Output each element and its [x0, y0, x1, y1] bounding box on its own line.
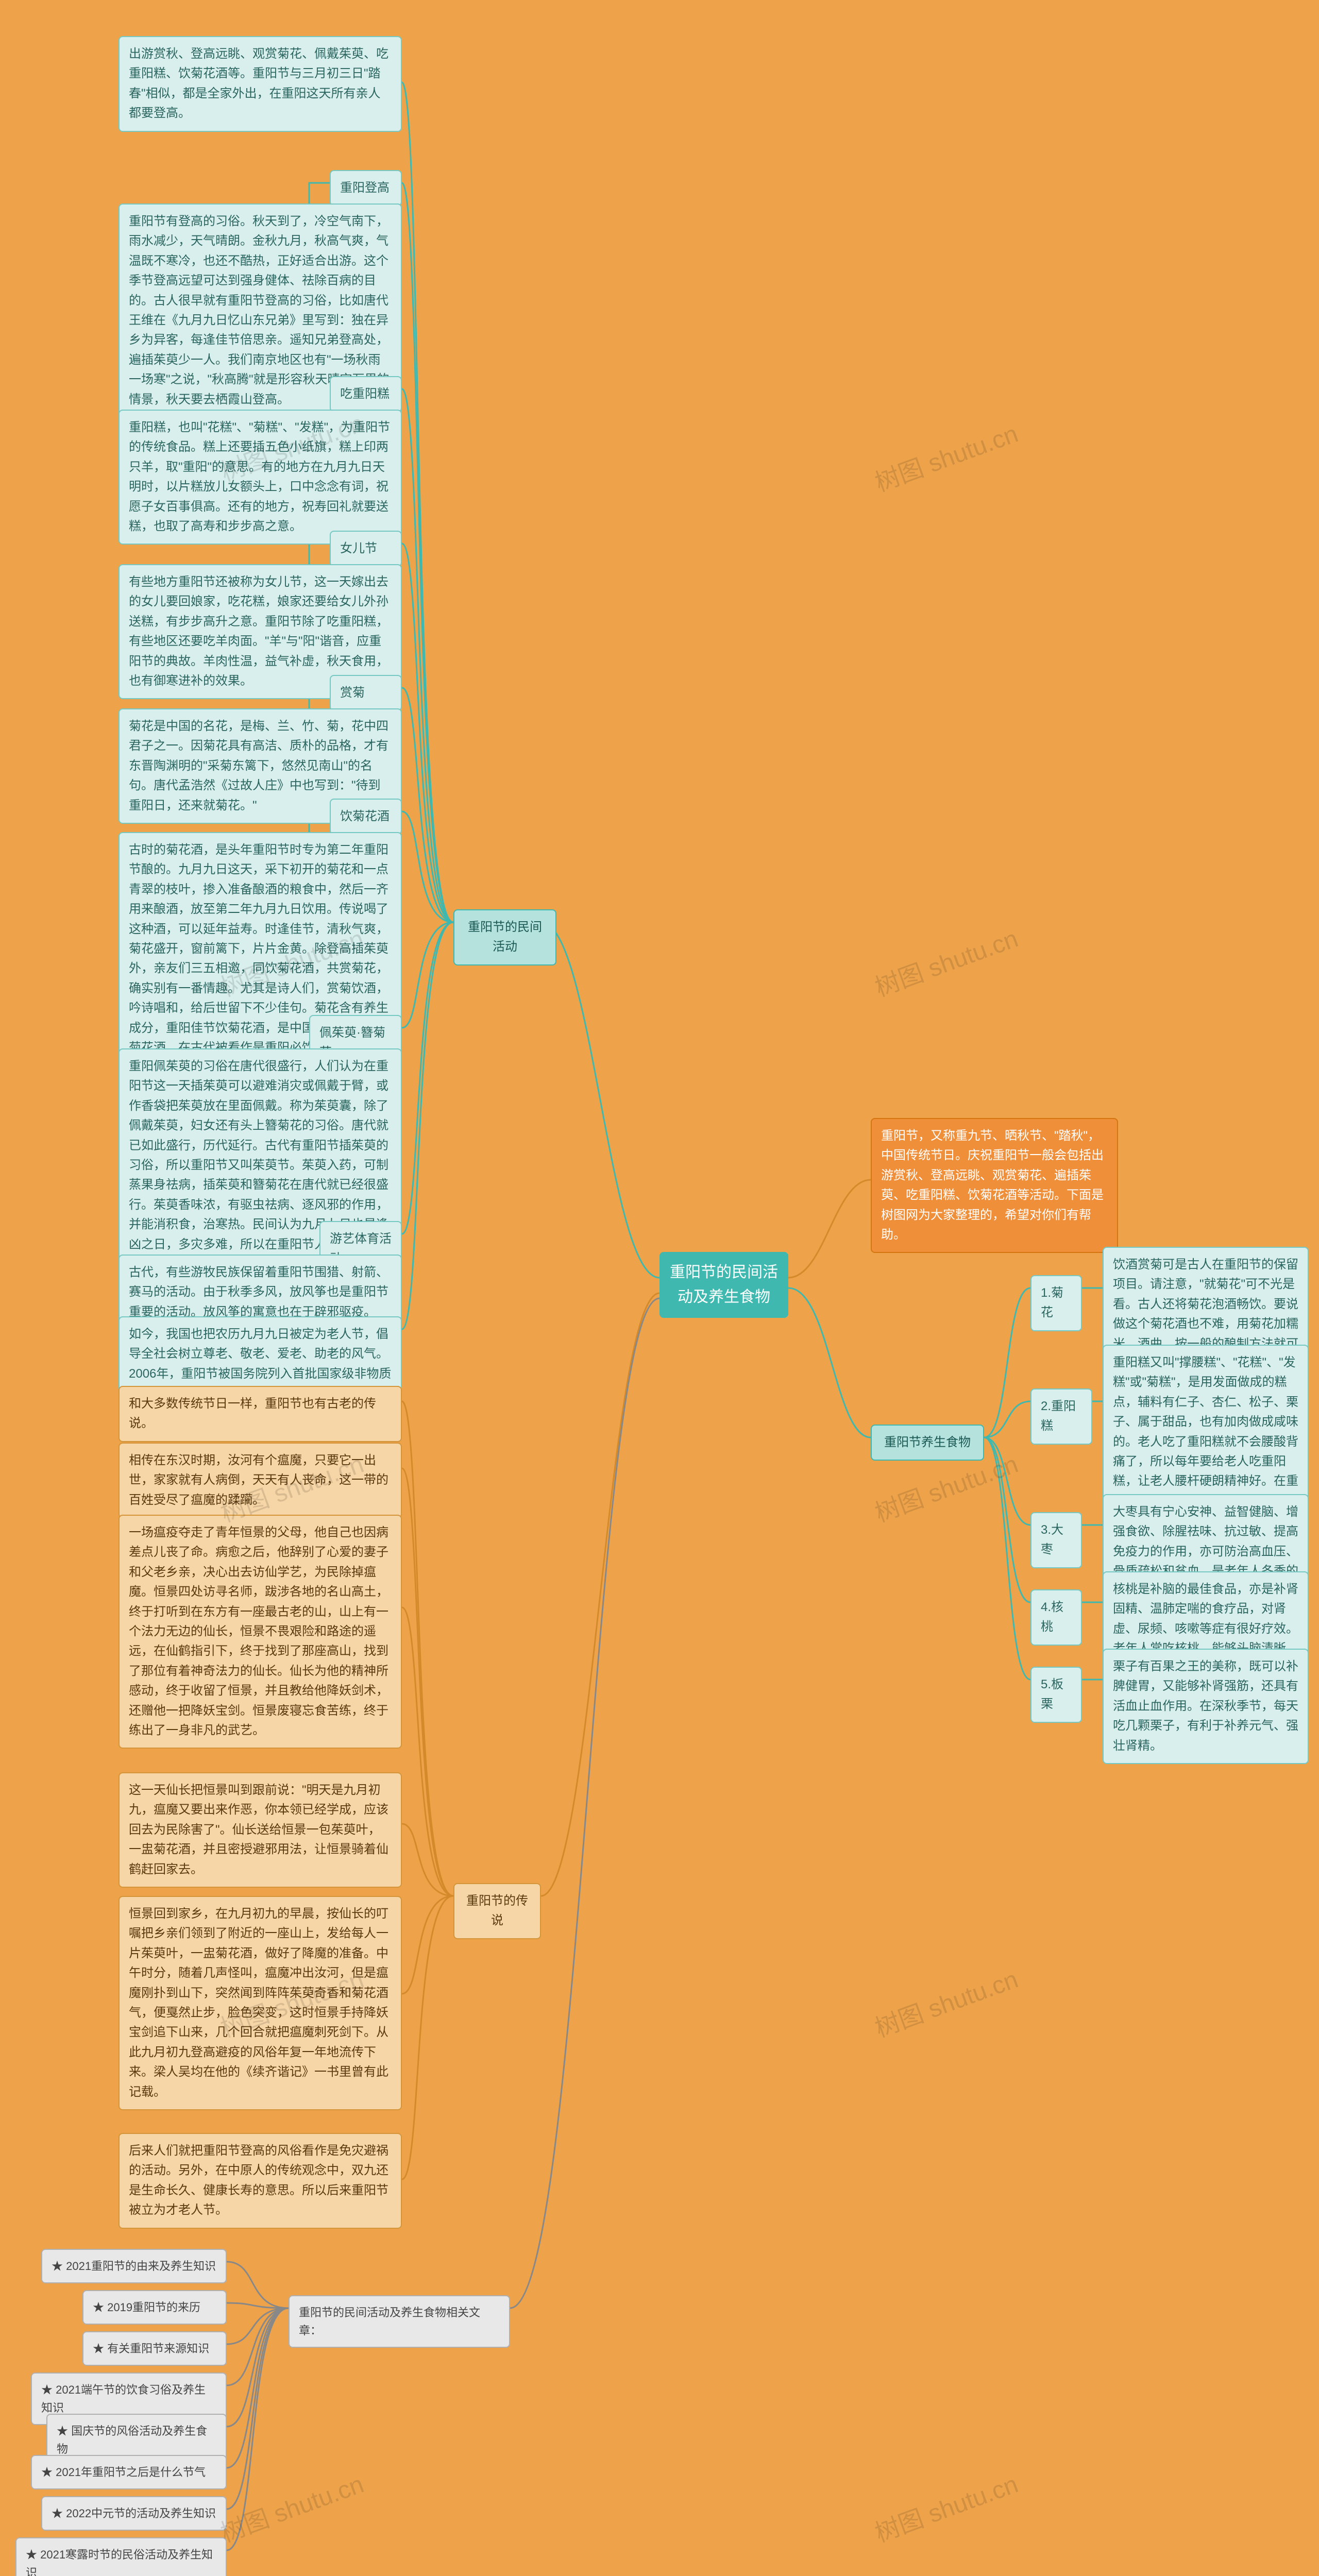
food-item-2-label[interactable]: 3.大枣 [1030, 1512, 1082, 1568]
legend-item-0[interactable]: 和大多数传统节日一样，重阳节也有古老的传说。 [119, 1386, 402, 1442]
related-item-6[interactable]: ★ 2022中元节的活动及养生知识 [41, 2496, 227, 2531]
activity-item-0-text: 出游赏秋、登高远眺、观赏菊花、佩戴茱萸、吃重阳糕、饮菊花酒等。重阳节与三月初三日… [129, 47, 388, 120]
intro-node[interactable]: 重阳节，又称重九节、晒秋节、"踏秋"，中国传统节日。庆祝重阳节一般会包括出游赏秋… [871, 1118, 1118, 1253]
activity-item-4-label[interactable]: 赏菊 [330, 675, 402, 711]
related-item-5[interactable]: ★ 2021年重阳节之后是什么节气 [31, 2455, 227, 2489]
category-related[interactable]: 重阳节的民间活动及养生食物相关文章： [289, 2295, 510, 2348]
activity-item-3-label[interactable]: 女儿节 [330, 531, 402, 567]
legend-item-2[interactable]: 一场瘟疫夺走了青年恒景的父母，他自己也因病差点儿丧了命。病愈之后，他辞别了心爱的… [119, 1515, 402, 1749]
food-item-3-label[interactable]: 4.核桃 [1030, 1589, 1082, 1646]
category-activities-label: 重阳节的民间活动 [468, 920, 542, 954]
category-activities[interactable]: 重阳节的民间活动 [453, 909, 556, 965]
intro-text: 重阳节，又称重九节、晒秋节、"踏秋"，中国传统节日。庆祝重阳节一般会包括出游赏秋… [881, 1129, 1104, 1242]
root-text: 重阳节的民间活动及养生食物 [670, 1264, 778, 1306]
related-item-1[interactable]: ★ 2019重阳节的来历 [82, 2290, 227, 2325]
root-node[interactable]: 重阳节的民间活动及养生食物 [660, 1252, 788, 1318]
food-item-0-label[interactable]: 1.菊花 [1030, 1275, 1082, 1331]
activity-item-5-label[interactable]: 饮菊花酒 [330, 799, 402, 835]
watermark: 树图 shutu.cn [215, 2464, 368, 2549]
related-item-0[interactable]: ★ 2021重阳节的由来及养生知识 [41, 2249, 227, 2283]
category-foods-label: 重阳节养生食物 [884, 1435, 971, 1449]
watermark: 树图 shutu.cn [869, 918, 1022, 1003]
legend-item-5[interactable]: 后来人们就把重阳节登高的风俗看作是免灾避祸的活动。另外，在中原人的传统观念中，双… [119, 2133, 402, 2229]
watermark: 树图 shutu.cn [869, 1959, 1022, 2044]
watermark: 树图 shutu.cn [869, 413, 1022, 498]
food-item-1-label[interactable]: 2.重阳糕 [1030, 1388, 1092, 1445]
activity-item-1-label[interactable]: 重阳登高 [330, 170, 402, 206]
related-item-2[interactable]: ★ 有关重阳节来源知识 [82, 2331, 227, 2366]
food-item-4-label[interactable]: 5.板栗 [1030, 1667, 1082, 1723]
activity-item-2-body[interactable]: 重阳糕，也叫"花糕"、"菊糕"、"发糕"，为重阳节的传统食品。糕上还要插五色小纸… [119, 410, 402, 545]
related-item-7[interactable]: ★ 2021寒露时节的民俗活动及养生知识 [15, 2537, 227, 2576]
legend-item-1[interactable]: 相传在东汉时期，汝河有个瘟魔，只要它一出世，家家就有人病倒，天天有人丧命，这一带… [119, 1443, 402, 1518]
category-legends-label: 重阳节的传说 [466, 1894, 528, 1927]
category-legends[interactable]: 重阳节的传说 [453, 1883, 541, 1939]
legend-item-3[interactable]: 这一天仙长把恒景叫到跟前说："明天是九月初九，瘟魔又要出来作恶，你本领已经学成，… [119, 1772, 402, 1888]
watermark: 树图 shutu.cn [869, 2464, 1022, 2549]
category-foods[interactable]: 重阳节养生食物 [871, 1425, 984, 1461]
activity-item-2-label[interactable]: 吃重阳糕 [330, 376, 402, 412]
food-item-4-body[interactable]: 栗子有百果之王的美称，既可以补脾健胃，又能够补肾强筋，还具有活血止血作用。在深秋… [1103, 1649, 1309, 1764]
activity-item-0-body[interactable]: 出游赏秋、登高远眺、观赏菊花、佩戴茱萸、吃重阳糕、饮菊花酒等。重阳节与三月初三日… [119, 36, 402, 132]
legend-item-4[interactable]: 恒景回到家乡，在九月初九的早晨，按仙长的叮嘱把乡亲们领到了附近的一座山上，发给每… [119, 1896, 402, 2110]
category-related-label: 重阳节的民间活动及养生食物相关文章： [299, 2306, 480, 2337]
